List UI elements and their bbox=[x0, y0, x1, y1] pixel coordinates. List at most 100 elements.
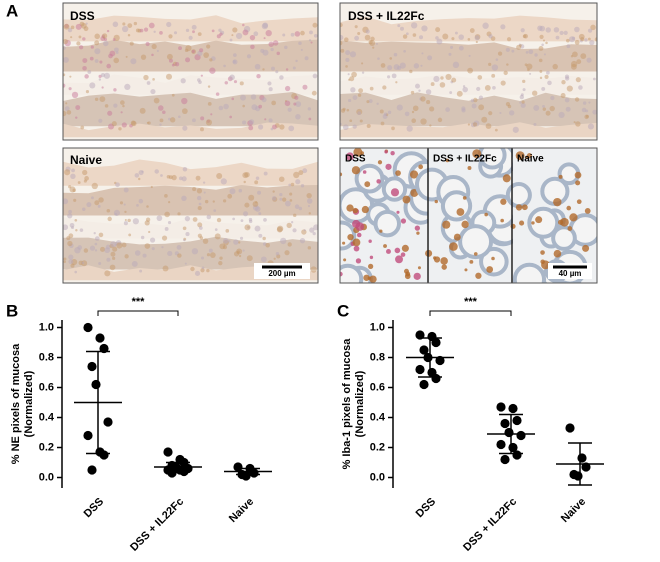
cell bbox=[213, 209, 217, 212]
cell bbox=[309, 227, 315, 233]
cell bbox=[355, 222, 365, 231]
cell bbox=[199, 48, 204, 53]
cell bbox=[519, 94, 524, 100]
cell bbox=[139, 28, 144, 33]
cell bbox=[365, 29, 370, 34]
cell bbox=[550, 95, 555, 101]
cell bbox=[99, 96, 106, 103]
cell bbox=[99, 246, 106, 252]
cell bbox=[472, 122, 478, 127]
cell bbox=[263, 171, 268, 176]
cell bbox=[519, 220, 525, 226]
cell bbox=[340, 48, 345, 53]
cell bbox=[268, 118, 273, 123]
cell bbox=[416, 231, 420, 235]
cell bbox=[144, 243, 151, 249]
scale-bar-label: 40 µm bbox=[559, 269, 582, 278]
cell bbox=[525, 50, 529, 54]
cell bbox=[576, 199, 582, 205]
y-tick-label: 1.0 bbox=[39, 321, 54, 333]
cell bbox=[367, 276, 372, 280]
cell bbox=[94, 33, 100, 40]
cell bbox=[223, 199, 227, 203]
cell bbox=[415, 83, 420, 89]
cell bbox=[99, 60, 103, 64]
cell bbox=[89, 245, 96, 251]
cell bbox=[240, 219, 244, 223]
cell bbox=[570, 55, 574, 58]
cell bbox=[412, 33, 417, 37]
cell bbox=[132, 218, 139, 225]
micrograph bbox=[340, 148, 597, 283]
cell bbox=[200, 116, 205, 121]
y-axis-label: % NE pixels of mucosa bbox=[10, 343, 22, 464]
cell bbox=[113, 57, 120, 64]
data-point bbox=[87, 465, 97, 475]
cell bbox=[203, 52, 210, 58]
cell bbox=[197, 233, 202, 238]
cell bbox=[566, 205, 572, 211]
cell bbox=[353, 245, 360, 252]
cell bbox=[196, 188, 203, 194]
cell bbox=[164, 227, 169, 231]
cell bbox=[166, 53, 173, 60]
cell bbox=[553, 249, 562, 258]
cell bbox=[91, 182, 98, 190]
cell bbox=[369, 86, 374, 91]
cell bbox=[370, 36, 375, 42]
tissue-band bbox=[63, 236, 318, 270]
cell bbox=[290, 32, 295, 37]
cell bbox=[340, 22, 343, 28]
cell bbox=[98, 118, 103, 123]
cell bbox=[310, 266, 317, 273]
cell bbox=[127, 34, 131, 37]
cell bbox=[208, 248, 213, 253]
cell bbox=[153, 97, 160, 104]
cell bbox=[202, 238, 209, 244]
cell bbox=[410, 90, 415, 95]
cell bbox=[207, 102, 212, 106]
cell bbox=[307, 107, 311, 111]
cell bbox=[275, 70, 279, 74]
cell bbox=[84, 176, 89, 181]
cell bbox=[244, 224, 251, 231]
cell bbox=[402, 34, 408, 39]
cell bbox=[69, 186, 76, 193]
cell bbox=[216, 34, 221, 39]
cell bbox=[538, 58, 543, 63]
cell bbox=[345, 152, 354, 161]
cell bbox=[260, 256, 267, 263]
cell bbox=[167, 221, 172, 225]
cell bbox=[101, 86, 104, 89]
crypt bbox=[340, 263, 364, 283]
y-tick-label: 0.4 bbox=[39, 411, 55, 423]
cell bbox=[198, 202, 202, 206]
data-point bbox=[91, 379, 101, 390]
cell bbox=[307, 205, 311, 208]
cell bbox=[357, 93, 362, 97]
cell bbox=[544, 74, 549, 79]
frame bbox=[62, 2, 319, 141]
micrograph bbox=[340, 3, 597, 140]
x-tick-label: DSS + IL22Fc bbox=[128, 496, 186, 554]
cell bbox=[458, 45, 464, 51]
cell bbox=[94, 40, 100, 46]
cell bbox=[361, 205, 369, 214]
cell bbox=[298, 41, 302, 46]
tissue-band bbox=[63, 217, 318, 239]
cell bbox=[130, 58, 137, 65]
data-point bbox=[508, 403, 518, 414]
cell bbox=[191, 24, 197, 30]
cell bbox=[197, 205, 202, 211]
data-point bbox=[103, 417, 113, 427]
cell bbox=[66, 110, 72, 115]
cell bbox=[233, 239, 239, 245]
cell bbox=[112, 256, 116, 260]
cell bbox=[146, 205, 149, 208]
cell bbox=[64, 169, 71, 176]
cell bbox=[357, 32, 361, 36]
cell bbox=[176, 245, 182, 250]
cell bbox=[575, 121, 581, 127]
cell bbox=[306, 192, 312, 199]
cell bbox=[474, 35, 480, 41]
